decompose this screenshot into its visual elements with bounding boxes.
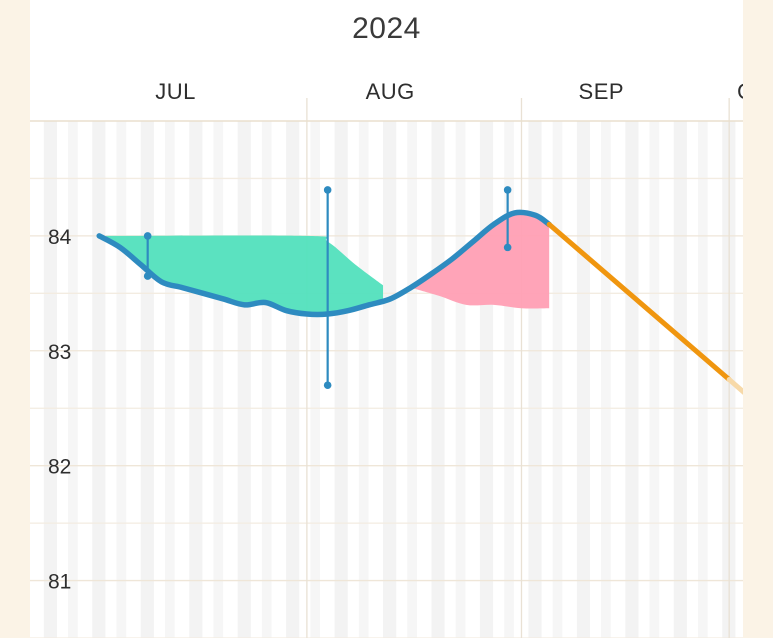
error-bar-cap — [503, 186, 512, 194]
weekday-stripe — [625, 121, 639, 638]
error-bar-cap — [323, 381, 332, 390]
error-bar-cap — [323, 186, 332, 194]
y-tick-label: 82 — [48, 456, 71, 479]
weekday-stripe — [383, 121, 397, 638]
weekday-stripe — [237, 121, 251, 638]
weekday-stripe — [431, 121, 445, 638]
month-divider-lines — [306, 98, 730, 638]
weekday-stripe — [698, 121, 708, 638]
y-tick-label: 84 — [48, 226, 72, 249]
y-tick-label: 81 — [48, 571, 71, 594]
below-band-area — [106, 235, 384, 315]
projection-fade — [726, 377, 743, 395]
weekday-stripe — [504, 121, 514, 638]
weight-trend-chart[interactable]: JUL AUG SEP O 81 82 83 84 — [30, 0, 743, 638]
error-bar-cap — [143, 272, 152, 280]
month-label: SEP — [579, 79, 625, 104]
chart-card: 2024 JUL AUG SEP O 81 82 83 84 — [30, 0, 743, 638]
month-labels: JUL AUG SEP O — [155, 79, 743, 104]
error-bar-cap — [143, 232, 152, 240]
weekday-stripe — [407, 121, 417, 638]
above-band-area — [410, 213, 550, 309]
weekday-stripe — [261, 121, 272, 638]
weekday-stripe — [140, 121, 154, 638]
month-label: JUL — [155, 79, 196, 104]
weekday-stripe — [649, 121, 660, 638]
weekday-stripe — [92, 121, 106, 638]
weekday-stripe — [213, 121, 224, 638]
weekday-stripe — [334, 121, 348, 638]
weekday-stripe — [358, 121, 369, 638]
month-label: O — [737, 79, 743, 104]
weekday-stripe — [68, 121, 78, 638]
weekday-stripe — [528, 121, 542, 638]
weekday-stripe — [479, 121, 494, 638]
horizontal-gridlines — [30, 177, 743, 638]
weekday-stripe — [310, 121, 321, 638]
weekday-stripe — [576, 121, 591, 638]
weekday-stripe — [455, 121, 466, 638]
error-bar-cap — [503, 243, 512, 252]
weekday-stripe — [43, 121, 57, 638]
weekday-stripe — [189, 121, 203, 638]
y-tick-label: 83 — [48, 341, 71, 364]
weekday-stripe — [552, 121, 563, 638]
weekday-stripe — [673, 121, 687, 638]
error-bars[interactable] — [143, 186, 512, 390]
deviation-bands — [106, 213, 550, 315]
weekday-stripe — [116, 121, 127, 638]
projection-line — [546, 221, 732, 382]
year-label: 2024 — [352, 12, 421, 45]
weekday-stripe — [164, 121, 175, 638]
weekday-stripe — [286, 121, 300, 638]
weekday-stripes — [43, 121, 736, 638]
y-tick-labels: 81 82 83 84 — [48, 226, 72, 594]
month-label: AUG — [366, 79, 415, 104]
weekday-stripe — [601, 121, 611, 638]
